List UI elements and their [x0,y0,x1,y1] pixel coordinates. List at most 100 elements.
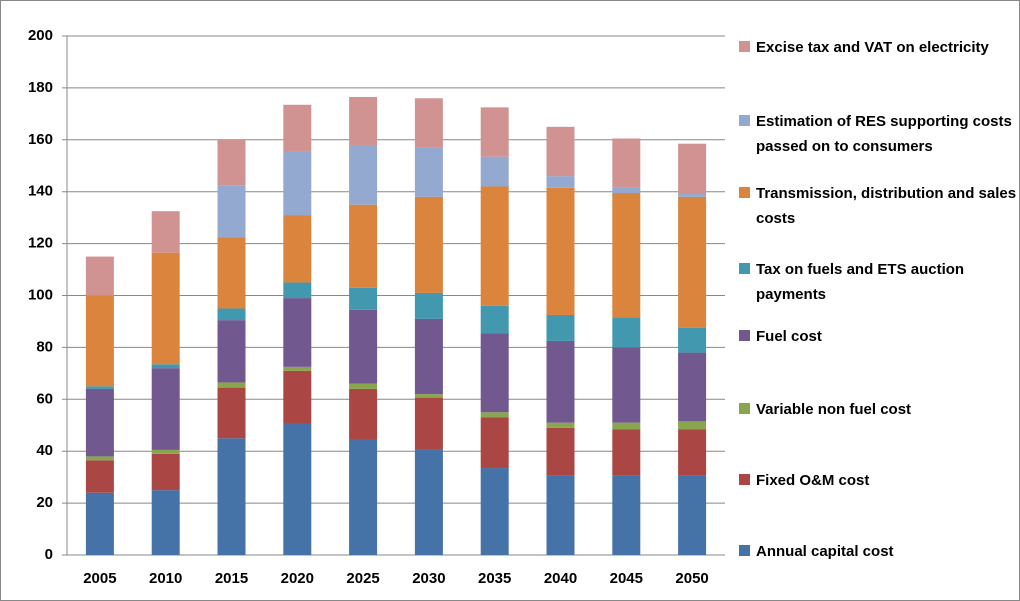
bar-segment [283,370,312,424]
bar-segment [678,196,707,328]
bar-segment [546,126,575,177]
x-tick-label: 2035 [478,570,511,587]
bar-segment [217,387,246,439]
legend-entry: Fixed O&M cost [739,468,1017,493]
y-tick-label: 40 [36,442,53,459]
x-tick-label: 2040 [544,570,577,587]
bar-segment [217,382,246,388]
bar-segment [480,156,509,187]
legend-swatch [739,330,750,341]
legend-entry: Fuel cost [739,324,1017,349]
bar-segment [414,318,443,395]
legend-entry: Transmission, distribution and sales cos… [739,181,1017,231]
y-tick-label: 20 [36,494,53,511]
bar-segment [678,143,707,193]
bar-segment [85,492,114,555]
x-tick-label: 2030 [412,570,445,587]
bar-segment [480,412,509,418]
bar-segment [85,386,114,389]
x-tick-label: 2025 [346,570,379,587]
bar-segment [85,388,114,457]
bar-segment [678,475,707,555]
bar-segment [151,490,180,555]
legend-label: Variable non fuel cost [756,401,912,418]
bar-segment [349,388,378,440]
legend-swatch [739,545,750,556]
legend-swatch [739,474,750,485]
bar-segment [678,429,707,476]
y-tick-label: 200 [28,27,53,44]
x-tick-label: 2045 [610,570,643,587]
legend-label: Fuel cost [756,328,822,345]
bar-segment [349,204,378,288]
bar-segment [283,366,312,371]
legend-label: Tax on fuels and ETS auction payments [756,261,965,303]
bar-segment [217,320,246,383]
legend-entry: Tax on fuels and ETS auction payments [739,257,1017,307]
bar-segment [414,394,443,399]
bar-segment [349,439,378,555]
y-tick-label: 160 [28,131,53,148]
legend-swatch [739,263,750,274]
bar-segment [546,340,575,423]
bar-segment [217,438,246,555]
bar-segment [612,187,641,193]
bar-segment [612,347,641,423]
bar-segment [480,305,509,334]
legend-entry: Excise tax and VAT on electricity [739,35,1017,60]
bar-segment [546,422,575,428]
bar-segment [678,421,707,430]
legend-label: Annual capital cost [756,543,894,560]
bar-segment [678,352,707,422]
legend-swatch [739,187,750,198]
x-tick-label: 2010 [149,570,182,587]
bar-segment [612,475,641,555]
y-tick-label: 100 [28,286,53,303]
bar-segment [480,186,509,306]
x-tick-label: 2005 [83,570,116,587]
bar-segment [349,383,378,389]
bar-segment [151,252,180,365]
bar-segment [85,256,114,296]
legend-entry: Annual capital cost [739,539,1017,564]
bar-segment [85,460,114,493]
bar-segment [546,314,575,341]
bar-segment [151,449,180,454]
y-tick-label: 60 [36,390,53,407]
bar-segment [414,147,443,197]
bar-segment [349,96,378,145]
x-tick-label: 2020 [281,570,314,587]
legend-swatch [739,41,750,52]
bar-segment [283,298,312,367]
bar-segment [546,187,575,315]
bar-segment [678,327,707,353]
bar-segment [414,398,443,450]
legend-label: Estimation of RES supporting costs passe… [756,113,1012,155]
bar-segment [414,196,443,293]
bar-segment [480,417,509,469]
y-tick-label: 0 [45,546,53,563]
bar-segment [480,107,509,157]
bar-segment [612,192,641,318]
bar-segment [151,453,180,491]
bar-segment [546,475,575,555]
y-tick-label: 140 [28,183,53,200]
bar-segment [546,427,575,476]
y-tick-label: 120 [28,235,53,252]
y-tick-label: 80 [36,338,53,355]
bar-segment [349,287,378,310]
bar-segment [283,215,312,283]
bar-segment [612,422,641,430]
bar-segment [217,237,246,309]
legend-swatch [739,403,750,414]
bar-segment [85,295,114,387]
bar-segment [349,144,378,205]
bar-segment [151,364,180,369]
legend-entry: Variable non fuel cost [739,397,1017,422]
bar-segment [414,292,443,319]
bar-segment [480,333,509,413]
bar-segment [217,308,246,321]
bar-segment [283,104,312,152]
y-tick-label: 180 [28,79,53,96]
